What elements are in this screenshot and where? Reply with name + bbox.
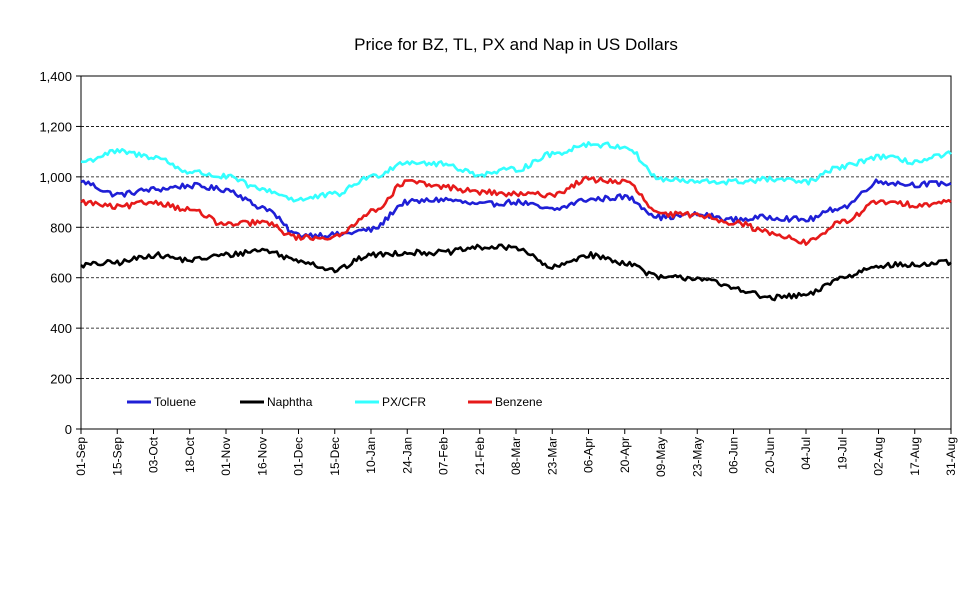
x-tick-label: 10-Jan (364, 437, 378, 474)
x-tick-label: 07-Feb (437, 437, 451, 475)
x-tick-label: 04-Jul (799, 437, 813, 470)
x-tick-label: 23-May (690, 437, 704, 477)
chart-title: Price for BZ, TL, PX and Nap in US Dolla… (354, 35, 678, 54)
x-tick-label: 06-Jun (727, 437, 741, 474)
x-tick-label: 19-Jul (835, 437, 849, 470)
series-line-px-cfr (80, 141, 952, 203)
y-tick-label: 200 (50, 372, 72, 387)
y-tick-label: 1,200 (39, 119, 72, 134)
x-tick-label: 01-Nov (219, 437, 233, 476)
plot-area (80, 75, 952, 430)
y-tick-label: 1,000 (39, 170, 72, 185)
legend-label: Naphtha (267, 395, 313, 409)
x-tick-label: 01-Sep (74, 437, 88, 476)
x-tick-label: 08-Mar (509, 437, 523, 475)
x-tick-label: 15-Sep (110, 437, 124, 476)
x-tick-label: 17-Aug (908, 437, 922, 476)
x-tick-label: 20-Jun (763, 437, 777, 474)
x-tick-label: 21-Feb (473, 437, 487, 475)
x-tick-label: 31-Aug (944, 437, 958, 476)
x-tick-label: 24-Jan (400, 437, 414, 474)
x-tick-label: 16-Nov (255, 437, 269, 476)
x-tick-label: 02-Aug (872, 437, 886, 476)
y-tick-label: 400 (50, 321, 72, 336)
legend-label: Toluene (154, 395, 196, 409)
series-line-benzene (80, 175, 952, 246)
axis-layer: 0 200 400 600 800 1,000 1,200 1,400 01-Sep 15-Sep… (39, 69, 958, 477)
x-tick-label: 06-Apr (582, 437, 596, 473)
x-tick-label: 15-Dec (328, 437, 342, 476)
y-tick-label: 0 (65, 422, 72, 437)
legend-label: PX/CFR (382, 395, 426, 409)
x-tick-label: 23-Mar (545, 437, 559, 475)
x-tick-label: 09-May (654, 437, 668, 477)
series-layer (80, 141, 952, 302)
series-line-toluene (80, 178, 952, 239)
y-tick-label: 1,400 (39, 69, 72, 84)
x-tick-label: 01-Dec (292, 437, 306, 476)
x-tick-label: 20-Apr (618, 437, 632, 473)
y-tick-label: 800 (50, 220, 72, 235)
legend: Toluene Naphtha PX/CFR Benzene (127, 395, 543, 409)
x-tick-label: 03-Oct (147, 436, 161, 473)
series-line-naphtha (80, 243, 952, 302)
x-tick-label: 18-Oct (183, 436, 197, 473)
legend-label: Benzene (495, 395, 543, 409)
y-tick-label: 600 (50, 271, 72, 286)
grid-layer (80, 75, 952, 430)
